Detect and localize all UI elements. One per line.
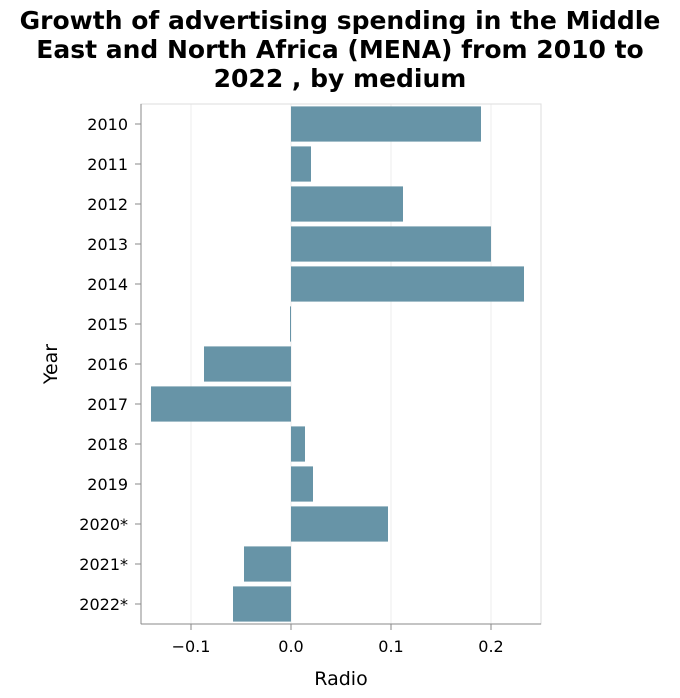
plot-frame xyxy=(140,103,542,625)
bar-2022-projected xyxy=(233,586,291,622)
bar-2020-projected xyxy=(291,506,388,542)
bar-layer xyxy=(151,106,524,622)
bar-2010 xyxy=(291,106,481,142)
x-tick-label: 0.1 xyxy=(378,637,403,656)
chart-title-line-3: 2022 , by medium xyxy=(213,64,467,93)
y-tick-label: 2014 xyxy=(87,275,128,294)
y-tick-label: 2010 xyxy=(87,115,128,134)
bar-2021-projected xyxy=(244,546,291,582)
y-tick-label: 2015 xyxy=(87,315,128,334)
x-tick-label: −0.1 xyxy=(172,637,211,656)
y-tick-label: 2022* xyxy=(79,595,128,614)
bar-2012 xyxy=(291,186,403,222)
y-tick-label: 2021* xyxy=(79,555,128,574)
y-tick-label: 2020* xyxy=(79,515,128,534)
bar-2015 xyxy=(290,306,291,342)
y-tick-label: 2018 xyxy=(87,435,128,454)
x-tick-label: 0.2 xyxy=(478,637,503,656)
chart-title-line-2: East and North Africa (MENA) from 2010 t… xyxy=(36,35,644,64)
bar-2018 xyxy=(291,426,305,462)
y-tick-label: 2017 xyxy=(87,395,128,414)
x-axis-title: Radio xyxy=(314,668,367,690)
y-tick-label: 2016 xyxy=(87,355,128,374)
axis-layer: −0.1 0.0 0.1 0.2 2010 2011 2012 2013 2014 2015 201… xyxy=(79,104,541,656)
y-tick-label: 2019 xyxy=(87,475,128,494)
y-axis-title: Year xyxy=(40,344,62,385)
bar-2014 xyxy=(291,266,524,302)
x-tick-label: 0.0 xyxy=(278,637,303,656)
bar-2019 xyxy=(291,466,313,502)
y-tick-label: 2012 xyxy=(87,195,128,214)
bar-2013 xyxy=(291,226,491,262)
chart-title-line-1: Growth of advertising spending in the Mi… xyxy=(19,6,661,35)
bar-2016 xyxy=(204,346,291,382)
bar-2011 xyxy=(291,146,311,182)
bar-2017 xyxy=(151,386,291,422)
y-tick-label: 2011 xyxy=(87,155,128,174)
chart-title: Growth of advertising spending in the Mi… xyxy=(0,6,680,93)
y-tick-label: 2013 xyxy=(87,235,128,254)
